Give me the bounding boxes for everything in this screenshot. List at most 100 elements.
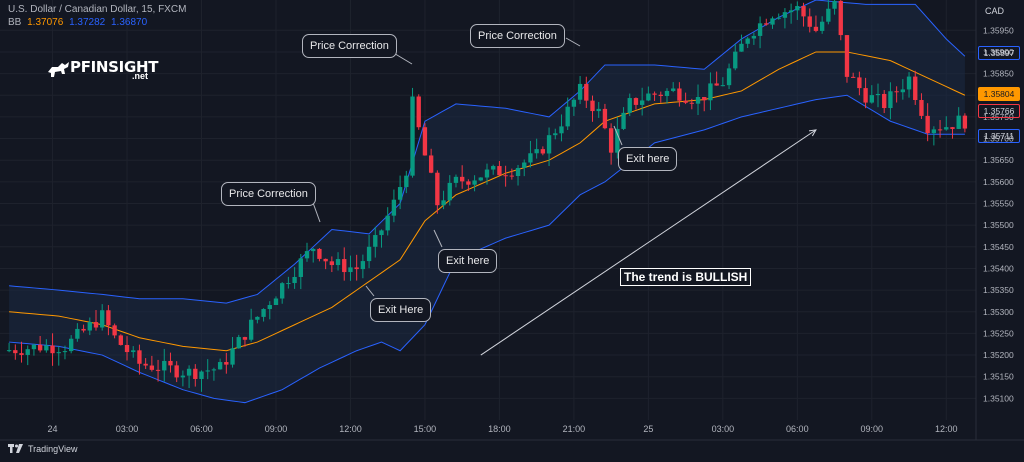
y-tick-label: 1.35400	[983, 263, 1014, 273]
candle-body	[615, 128, 620, 153]
candle-body	[342, 259, 347, 273]
candle-body	[211, 369, 217, 371]
candle-body	[702, 97, 707, 101]
candle-body	[739, 43, 744, 52]
candle-body	[236, 337, 241, 349]
candle-body	[435, 172, 440, 206]
candle-body	[186, 368, 192, 376]
candle-body	[13, 350, 18, 354]
candle-body	[770, 18, 775, 25]
callout-pointer	[365, 285, 375, 297]
candle-body	[224, 362, 229, 365]
candle-body	[416, 96, 421, 128]
candle-body	[503, 175, 508, 177]
candle-body	[230, 348, 235, 365]
candle-body	[422, 127, 428, 156]
candle-body	[875, 93, 881, 96]
candle-body	[882, 93, 887, 109]
candle-body	[888, 91, 893, 109]
candle-body	[956, 115, 961, 129]
candle-body	[795, 6, 800, 11]
callout-pointer	[433, 229, 443, 248]
candle-body	[646, 93, 651, 101]
trend-arrow-head	[808, 129, 817, 137]
candle-body	[466, 181, 471, 185]
tradingview-footer[interactable]: TradingView	[8, 444, 78, 454]
candle-body	[553, 133, 558, 136]
x-tick-label: 25	[643, 424, 653, 434]
candle-body	[714, 83, 719, 86]
candle-body	[447, 182, 452, 201]
candle-body	[590, 100, 595, 112]
candle-body	[782, 12, 788, 18]
candle-body	[199, 371, 204, 379]
candle-body	[379, 230, 384, 236]
y-tick-label: 1.35100	[983, 393, 1014, 403]
candle-body	[87, 322, 92, 331]
candle-body	[826, 8, 831, 22]
candle-body	[528, 153, 533, 163]
candle-body	[354, 267, 359, 270]
candle-body	[453, 176, 459, 183]
y-tick-label: 1.35500	[983, 220, 1014, 230]
x-tick-label: 24	[48, 424, 58, 434]
candle-body	[391, 199, 397, 216]
x-tick-label: 12:00	[339, 424, 362, 434]
candle-body	[273, 298, 279, 306]
x-tick-label: 21:00	[563, 424, 586, 434]
candle-body	[75, 328, 80, 339]
x-tick-label: 03:00	[712, 424, 735, 434]
currency-label[interactable]: CAD	[985, 6, 1005, 16]
candle-body	[658, 94, 663, 96]
symbol-title: U.S. Dollar / Canadian Dollar, 15, FXCM	[8, 4, 187, 15]
exit-here-callout-2: Exit here	[438, 249, 498, 273]
candle-body	[621, 112, 626, 129]
candle-body	[757, 23, 763, 36]
candle-body	[857, 77, 862, 89]
candle-body	[137, 350, 142, 364]
candle-body	[639, 100, 645, 105]
y-tick-label: 1.35850	[983, 69, 1014, 79]
candle-body	[143, 363, 148, 366]
candle-body	[149, 365, 155, 370]
candle-body	[906, 76, 912, 90]
candle-body	[925, 115, 930, 134]
x-tick-label: 09:00	[861, 424, 884, 434]
tradingview-logo-icon	[8, 444, 23, 453]
candle-body	[832, 0, 837, 9]
candle-body	[838, 0, 843, 36]
candle-body	[919, 100, 924, 116]
candle-body	[180, 375, 186, 378]
indicator-name: BB	[8, 17, 22, 28]
candle-body	[751, 35, 757, 39]
candle-body	[801, 6, 806, 17]
bb-upper-line	[9, 0, 966, 304]
candle-body	[397, 187, 403, 200]
y-tick-label: 1.35200	[983, 350, 1014, 360]
candle-body	[478, 177, 483, 181]
candle-body	[68, 338, 74, 352]
candle-body	[292, 276, 297, 284]
candle-body	[664, 90, 670, 96]
indicator-legend[interactable]: BB 1.37076 1.37282 1.36870	[8, 17, 147, 28]
candle-body	[559, 126, 564, 134]
candle-body	[267, 305, 272, 310]
candle-body	[248, 319, 254, 340]
candle-body	[193, 368, 198, 379]
candle-body	[280, 283, 285, 299]
price-correction-callout-3: Price Correction	[470, 24, 565, 48]
price-tag-lower: 1.35711	[978, 129, 1020, 143]
candle-body	[81, 328, 86, 331]
candle-body	[106, 310, 111, 326]
candle-body	[584, 83, 589, 101]
candle-body	[329, 261, 335, 266]
candle-body	[851, 76, 856, 78]
candle-body	[19, 353, 24, 355]
bb-basis-value: 1.37076	[27, 17, 64, 28]
candle-body	[913, 76, 918, 101]
y-tick-label: 1.35950	[983, 25, 1014, 35]
candle-body	[602, 108, 608, 129]
candle-body	[242, 337, 248, 340]
exit-here-callout-1: Exit Here	[370, 298, 432, 322]
